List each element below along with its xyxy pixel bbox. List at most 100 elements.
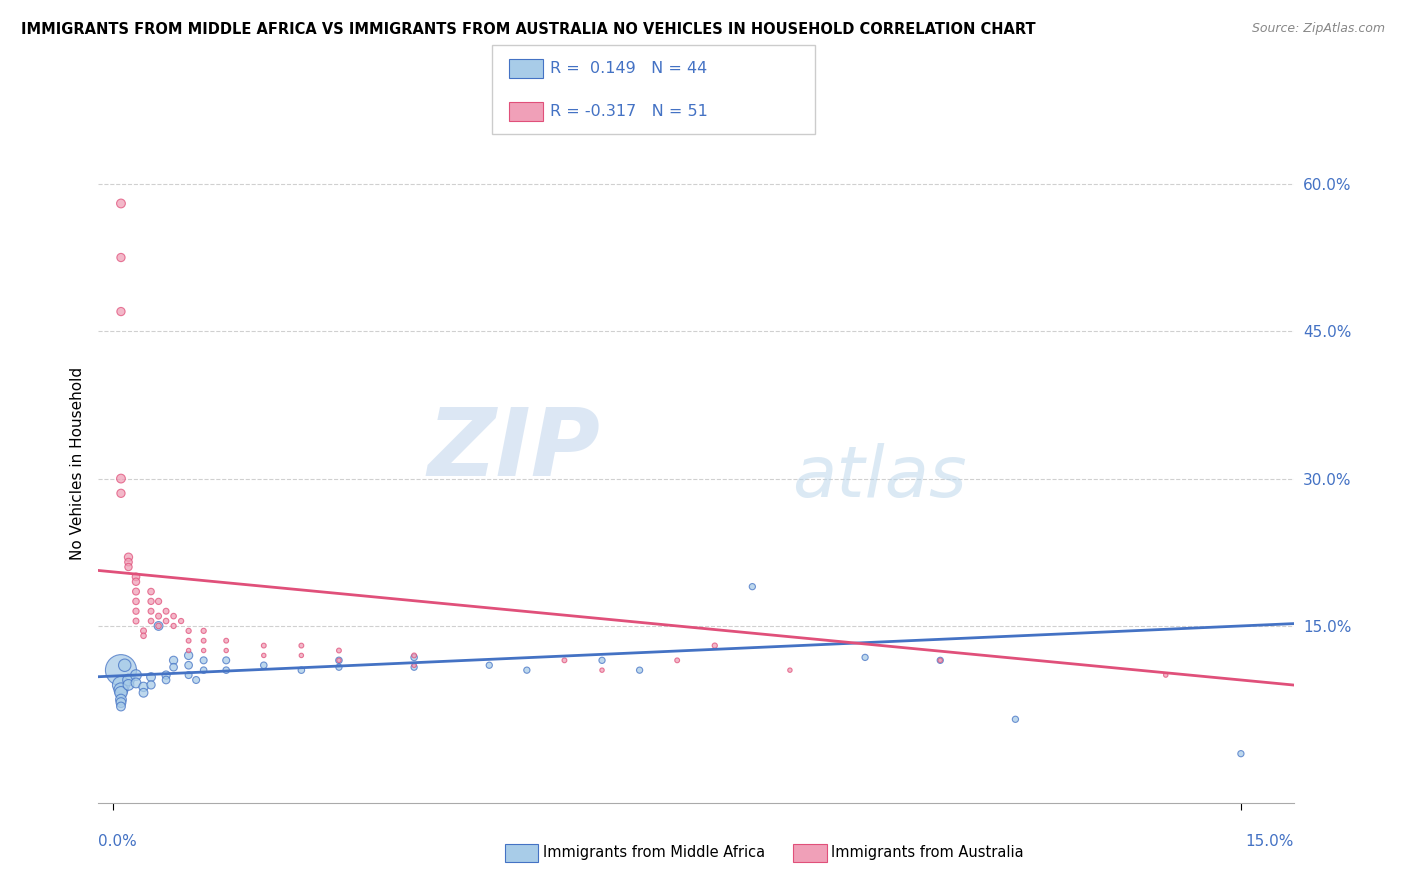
Point (215, 633, 238, 648)
Point (177, 624, 200, 638)
Point (110, 696, 132, 710)
Text: IMMIGRANTS FROM MIDDLE AFRICA VS IMMIGRANTS FROM AUSTRALIA NO VEHICLES IN HOUSEH: IMMIGRANTS FROM MIDDLE AFRICA VS IMMIGRA… (21, 22, 1036, 37)
Text: R = -0.317   N = 51: R = -0.317 N = 51 (550, 104, 707, 119)
Point (155, 604, 177, 618)
Point (193, 653, 215, 667)
Point (148, 594, 170, 608)
Point (139, 670, 162, 684)
Point (162, 653, 184, 667)
Point (177, 643, 200, 657)
Point (110, 304, 132, 318)
Point (155, 614, 177, 628)
Point (853, 650, 876, 665)
Point (117, 678, 139, 692)
Point (193, 663, 215, 677)
Point (132, 680, 155, 694)
Point (125, 570, 148, 584)
Point (125, 574, 148, 589)
Point (328, 643, 350, 657)
Point (553, 653, 575, 667)
Point (117, 673, 139, 687)
Point (741, 580, 763, 594)
Point (155, 673, 177, 687)
Point (404, 650, 426, 665)
Point (215, 643, 238, 657)
Point (132, 629, 155, 643)
Point (117, 550, 139, 565)
Point (184, 673, 207, 687)
Point (139, 614, 162, 628)
Point (110, 678, 132, 692)
Point (703, 639, 725, 653)
Point (132, 624, 155, 638)
Point (110, 663, 132, 677)
Point (193, 643, 215, 657)
Point (110, 686, 132, 700)
Text: ZIP: ZIP (427, 404, 600, 496)
Point (328, 660, 350, 674)
Point (193, 624, 215, 638)
Point (290, 663, 312, 677)
Point (148, 619, 170, 633)
Point (114, 658, 136, 673)
Point (162, 660, 184, 674)
Point (110, 472, 132, 486)
Point (110, 682, 132, 697)
Point (125, 676, 148, 690)
Point (177, 658, 200, 673)
Text: 0.0%: 0.0% (98, 834, 138, 849)
Text: atlas: atlas (792, 443, 966, 512)
Point (1230, 747, 1253, 761)
Point (125, 584, 148, 599)
Point (253, 639, 276, 653)
Point (1004, 712, 1026, 726)
Point (929, 653, 952, 667)
Point (162, 609, 184, 624)
Point (148, 619, 170, 633)
Point (290, 648, 312, 663)
Point (132, 686, 155, 700)
Text: Immigrants from Australia: Immigrants from Australia (831, 846, 1024, 860)
Point (110, 699, 132, 714)
Point (628, 663, 651, 677)
Point (148, 609, 170, 624)
Point (139, 604, 162, 618)
Point (193, 633, 215, 648)
Text: Source: ZipAtlas.com: Source: ZipAtlas.com (1251, 22, 1385, 36)
Point (404, 660, 426, 674)
Point (177, 668, 200, 682)
Point (666, 653, 689, 667)
Point (177, 648, 200, 663)
Point (253, 658, 276, 673)
Point (117, 555, 139, 569)
Text: 15.0%: 15.0% (1246, 834, 1294, 849)
Point (139, 594, 162, 608)
Point (125, 614, 148, 628)
Point (215, 653, 238, 667)
Point (215, 663, 238, 677)
Point (404, 658, 426, 673)
Point (404, 648, 426, 663)
Point (1154, 668, 1177, 682)
Text: Immigrants from Middle Africa: Immigrants from Middle Africa (543, 846, 765, 860)
Point (110, 486, 132, 500)
Point (290, 639, 312, 653)
Point (478, 658, 501, 673)
Point (139, 678, 162, 692)
Point (170, 614, 193, 628)
Point (253, 648, 276, 663)
Point (110, 692, 132, 706)
Point (110, 196, 132, 211)
Point (117, 560, 139, 574)
Text: R =  0.149   N = 44: R = 0.149 N = 44 (550, 62, 707, 76)
Point (110, 251, 132, 265)
Point (591, 663, 613, 677)
Point (125, 604, 148, 618)
Point (125, 594, 148, 608)
Y-axis label: No Vehicles in Household: No Vehicles in Household (69, 368, 84, 560)
Point (516, 663, 538, 677)
Point (929, 653, 952, 667)
Point (139, 584, 162, 599)
Point (591, 653, 613, 667)
Point (155, 668, 177, 682)
